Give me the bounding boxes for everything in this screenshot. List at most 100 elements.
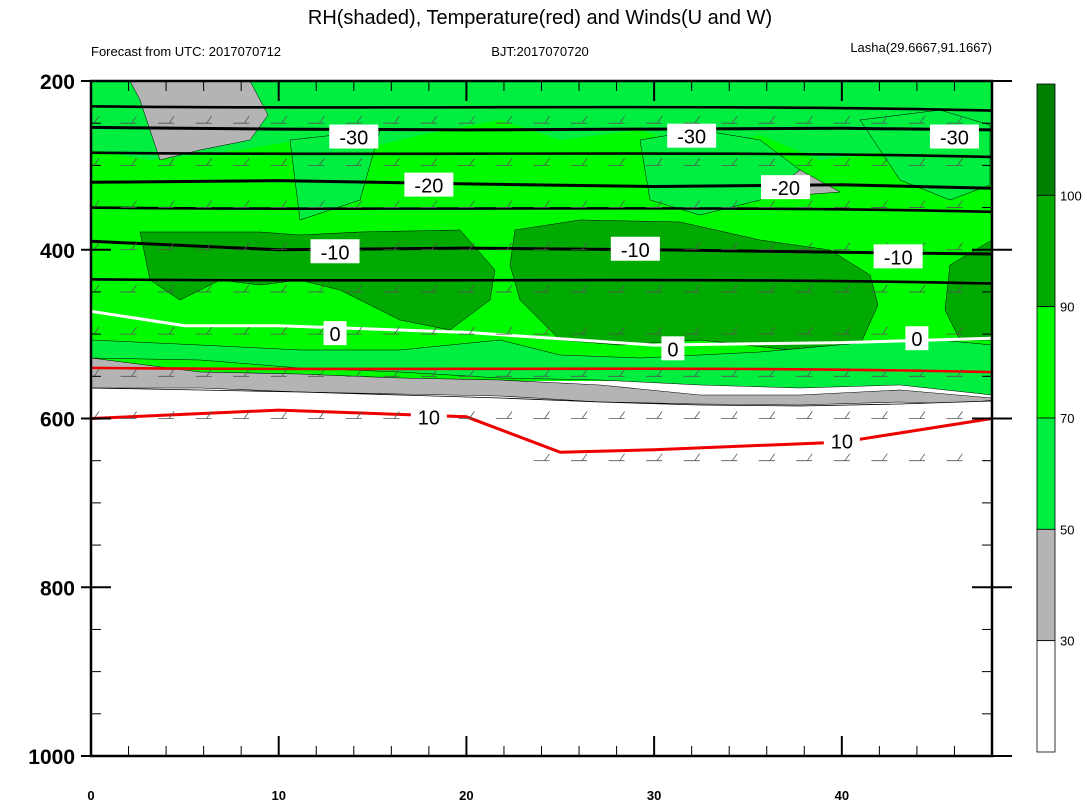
- wind-barb-flag: [318, 369, 325, 377]
- rh-colorbar: 100 90 70 50 30: [1036, 83, 1082, 753]
- wind-barb-flag: [995, 201, 1000, 208]
- wind-barb-flag: [769, 411, 776, 419]
- wind-barb-flag: [281, 115, 288, 124]
- terrain-mask: [91, 387, 992, 756]
- contour-label: 0: [329, 324, 340, 346]
- wind-barb-flag: [281, 369, 288, 377]
- wind-barb-flag: [131, 242, 137, 250]
- temperature-contour--20: [91, 179, 992, 190]
- temperature-isotherm-unlabeled: [91, 105, 992, 112]
- temperature-contours: [91, 105, 992, 454]
- x-tick-label: 40: [835, 788, 849, 803]
- wind-barb-flag: [844, 411, 851, 419]
- contour-label-box: [410, 404, 447, 429]
- wind-barb-flag: [806, 158, 813, 166]
- wind-barb-flag: [131, 158, 137, 166]
- contour-label-box: [873, 244, 923, 269]
- wind-barb-flag: [957, 411, 963, 419]
- wind-barb-flag: [806, 326, 813, 335]
- contour-label: -30: [677, 127, 706, 149]
- wind-barb-flag: [243, 242, 250, 250]
- wind-barb-flag: [394, 326, 400, 335]
- wind-barb-flag: [844, 453, 851, 461]
- wind-barb-flag: [243, 158, 250, 166]
- colorbar-label: 90: [1060, 300, 1074, 315]
- wind-barb-flag: [394, 411, 400, 419]
- wind-barb-flag: [206, 411, 212, 419]
- wind-barb-flag: [544, 242, 550, 250]
- wind-barb-flag: [544, 115, 550, 124]
- y-tick-label: 1000: [28, 746, 75, 769]
- wind-barb-flag: [394, 158, 400, 166]
- wind-barb-flag: [882, 284, 888, 293]
- wind-barb-flag: [131, 115, 137, 124]
- contour-label: 0: [911, 329, 922, 351]
- wind-barb-flag: [694, 326, 700, 335]
- wind-barb-flag: [469, 369, 475, 377]
- wind-barb-flag: [356, 284, 363, 293]
- wind-barb-flag: [806, 200, 813, 208]
- contour-label: -30: [940, 128, 969, 150]
- contour-label: 0: [667, 339, 678, 361]
- wind-barb-flag: [581, 200, 588, 208]
- contour-label-box: [905, 326, 929, 351]
- wind-barb-flag: [769, 115, 776, 124]
- wind-barb-flag: [93, 158, 100, 166]
- contour-label-box: [667, 123, 717, 148]
- wind-barb-flag: [581, 326, 588, 335]
- wind-barb-flag: [318, 115, 325, 124]
- y-tick-label: 600: [40, 409, 75, 432]
- wind-barb-flag: [844, 158, 851, 166]
- colorbar-segment: [1036, 306, 1056, 419]
- wind-barb-flag: [506, 284, 513, 293]
- wind-barb-flag: [168, 411, 175, 419]
- wind-barb-flag: [506, 158, 513, 166]
- wind-barb-flag: [281, 284, 288, 293]
- contour-label: -10: [321, 242, 350, 264]
- wind-barb-flag: [431, 200, 438, 208]
- wind-barb-flag: [131, 200, 137, 208]
- wind-barb-flag: [806, 242, 813, 250]
- wind-barb-flag: [281, 158, 288, 166]
- colorbar-segment: [1036, 640, 1056, 753]
- contour-label-box: [329, 124, 379, 149]
- contour-label-box: [404, 172, 454, 197]
- wind-barb-flag: [581, 242, 588, 250]
- wind-barb-flag: [318, 200, 325, 208]
- wind-barb-flag: [469, 326, 475, 335]
- y-tick-label: 400: [40, 240, 75, 263]
- contour-label-box: [610, 236, 660, 261]
- wind-barb-flag: [93, 242, 100, 250]
- wind-barb-flag: [995, 158, 1000, 165]
- wind-barb-flag: [93, 200, 100, 208]
- wind-barb-flag: [995, 412, 1000, 419]
- wind-barb-flag: [619, 200, 625, 208]
- wind-barb-flag: [318, 326, 325, 335]
- wind-barb-flag: [844, 115, 851, 124]
- wind-barb-flag: [731, 158, 738, 166]
- wind-barb-flag: [995, 243, 1000, 250]
- wind-barb-flag: [656, 284, 663, 293]
- wind-barb-flag: [769, 200, 776, 208]
- wind-barb-flag: [431, 284, 438, 293]
- wind-barb-flag: [731, 242, 738, 250]
- contour-label-box: [323, 321, 347, 346]
- wind-barb-flag: [919, 200, 926, 208]
- temperature-contour-labels: -30 -30 -30 -20 -20 -10 -10 -10 0 0 0 10 10: [310, 123, 979, 453]
- wind-barb-flag: [206, 242, 212, 250]
- wind-barb-flag: [206, 369, 212, 377]
- wind-barb-flag: [694, 284, 700, 293]
- colorbar-label: 30: [1060, 634, 1074, 649]
- wind-barb-flag: [356, 158, 363, 166]
- wind-barb-flag: [919, 369, 926, 377]
- wind-barb-flag: [506, 115, 513, 124]
- wind-barb-flag: [694, 369, 700, 377]
- wind-barb-flag: [168, 369, 175, 377]
- wind-barb-flag: [731, 453, 738, 461]
- wind-barb-flag: [656, 115, 663, 124]
- x-tick-label: 30: [647, 788, 661, 803]
- wind-barb-flag: [882, 326, 888, 335]
- wind-barb-flag: [131, 411, 137, 419]
- colorbar-segment: [1036, 528, 1056, 642]
